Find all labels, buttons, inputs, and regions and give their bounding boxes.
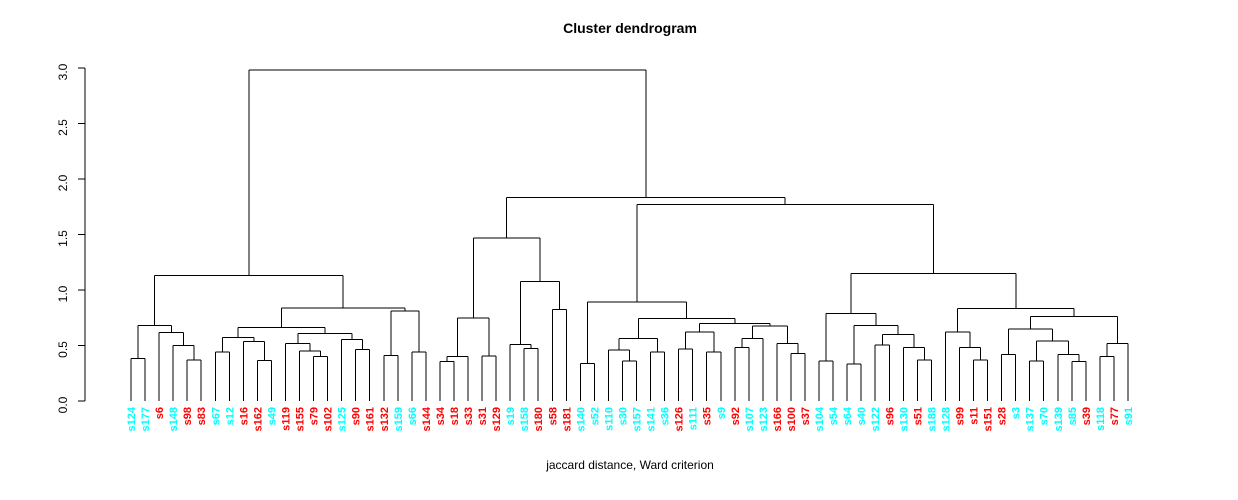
leaf-label-s107: s107: [744, 407, 756, 431]
leaf-label-s180: s180: [533, 407, 545, 431]
leaf-label-s126: s126: [674, 407, 686, 431]
leaf-label-s98: s98: [182, 407, 194, 425]
leaf-label-s51: s51: [912, 407, 924, 425]
leaf-label-s102: s102: [323, 407, 335, 431]
leaf-label-s155: s155: [295, 407, 307, 431]
leaf-label-s77: s77: [1109, 407, 1121, 425]
leaf-label-s58: s58: [547, 407, 559, 425]
leaf-label-s37: s37: [800, 407, 812, 425]
leaf-label-s144: s144: [421, 406, 433, 431]
leaf-label-s18: s18: [449, 407, 461, 425]
leaf-label-s16: s16: [238, 407, 250, 425]
leaf-label-s3: s3: [1011, 407, 1023, 419]
leaf-label-s137: s137: [1025, 407, 1037, 431]
leaf-label-s125: s125: [337, 407, 349, 431]
leaf-label-s49: s49: [266, 407, 278, 425]
y-axis-tick-label: 3.0: [56, 63, 70, 80]
leaf-label-s104: s104: [814, 406, 826, 431]
leaf-label-s100: s100: [786, 407, 798, 431]
leaf-label-s188: s188: [926, 407, 938, 431]
leaf-label-s28: s28: [997, 407, 1009, 425]
leaf-label-s33: s33: [463, 407, 475, 425]
leaf-label-s79: s79: [309, 407, 321, 425]
leaf-label-s139: s139: [1053, 407, 1065, 431]
leaf-label-s64: s64: [842, 406, 854, 425]
y-axis-tick-label: 2.0: [56, 174, 70, 191]
leaf-label-s119: s119: [280, 407, 292, 431]
leaf-label-s123: s123: [758, 407, 770, 431]
leaf-label-s67: s67: [210, 407, 222, 425]
leaf-label-s159: s159: [393, 407, 405, 431]
leaf-label-s158: s158: [519, 407, 531, 431]
leaf-label-s128: s128: [940, 407, 952, 431]
leaf-label-s92: s92: [730, 407, 742, 425]
leaf-label-s161: s161: [365, 407, 377, 431]
y-axis-tick-label: 2.5: [56, 119, 70, 136]
leaf-label-s122: s122: [870, 407, 882, 431]
leaf-label-s140: s140: [575, 407, 587, 431]
leaf-label-s30: s30: [617, 407, 629, 425]
leaf-label-s39: s39: [1081, 407, 1093, 425]
leaf-label-s12: s12: [224, 407, 236, 425]
leaf-label-s181: s181: [561, 407, 573, 431]
chart-title: Cluster dendrogram: [563, 20, 697, 36]
y-axis-tick-label: 1.0: [56, 285, 70, 302]
leaf-label-s111: s111: [688, 407, 700, 430]
leaf-label-s36: s36: [660, 407, 672, 425]
leaf-label-s90: s90: [351, 407, 363, 425]
leaf-label-s40: s40: [856, 407, 868, 425]
y-axis-tick-label: 0.0: [56, 396, 70, 413]
leaf-label-s177: s177: [140, 407, 152, 431]
leaf-label-s151: s151: [983, 407, 995, 431]
leaf-label-s132: s132: [379, 407, 391, 431]
leaf-label-s96: s96: [884, 407, 896, 425]
leaf-label-s85: s85: [1067, 407, 1079, 425]
leaf-label-s141: s141: [646, 407, 658, 431]
leaf-label-s11: s11: [969, 407, 981, 425]
leaf-label-s129: s129: [491, 407, 503, 431]
leaf-label-s34: s34: [435, 406, 447, 425]
leaf-label-s19: s19: [505, 407, 517, 425]
leaf-label-s9: s9: [716, 407, 728, 419]
leaf-label-s70: s70: [1039, 407, 1051, 425]
leaf-label-s148: s148: [168, 407, 180, 431]
leaf-label-s162: s162: [252, 407, 264, 431]
leaf-label-s99: s99: [954, 407, 966, 425]
leaf-label-s91: s91: [1123, 407, 1135, 425]
y-axis-tick-label: 1.5: [56, 230, 70, 247]
leaf-label-s157: s157: [632, 407, 644, 431]
leaf-label-s54: s54: [828, 406, 840, 425]
leaf-label-s83: s83: [196, 407, 208, 425]
leaf-label-s6: s6: [154, 407, 166, 419]
leaf-label-s166: s166: [772, 407, 784, 431]
y-axis-tick-label: 0.5: [56, 341, 70, 358]
leaf-label-s130: s130: [898, 407, 910, 431]
leaf-label-s110: s110: [603, 407, 615, 431]
leaf-label-s118: s118: [1095, 407, 1107, 431]
leaf-label-s35: s35: [702, 407, 714, 425]
leaf-label-s52: s52: [589, 407, 601, 425]
leaf-label-s31: s31: [477, 407, 489, 425]
leaf-label-s66: s66: [407, 407, 419, 425]
x-axis-caption: jaccard distance, Ward criterion: [546, 458, 714, 472]
leaf-label-s124: s124: [126, 406, 138, 431]
